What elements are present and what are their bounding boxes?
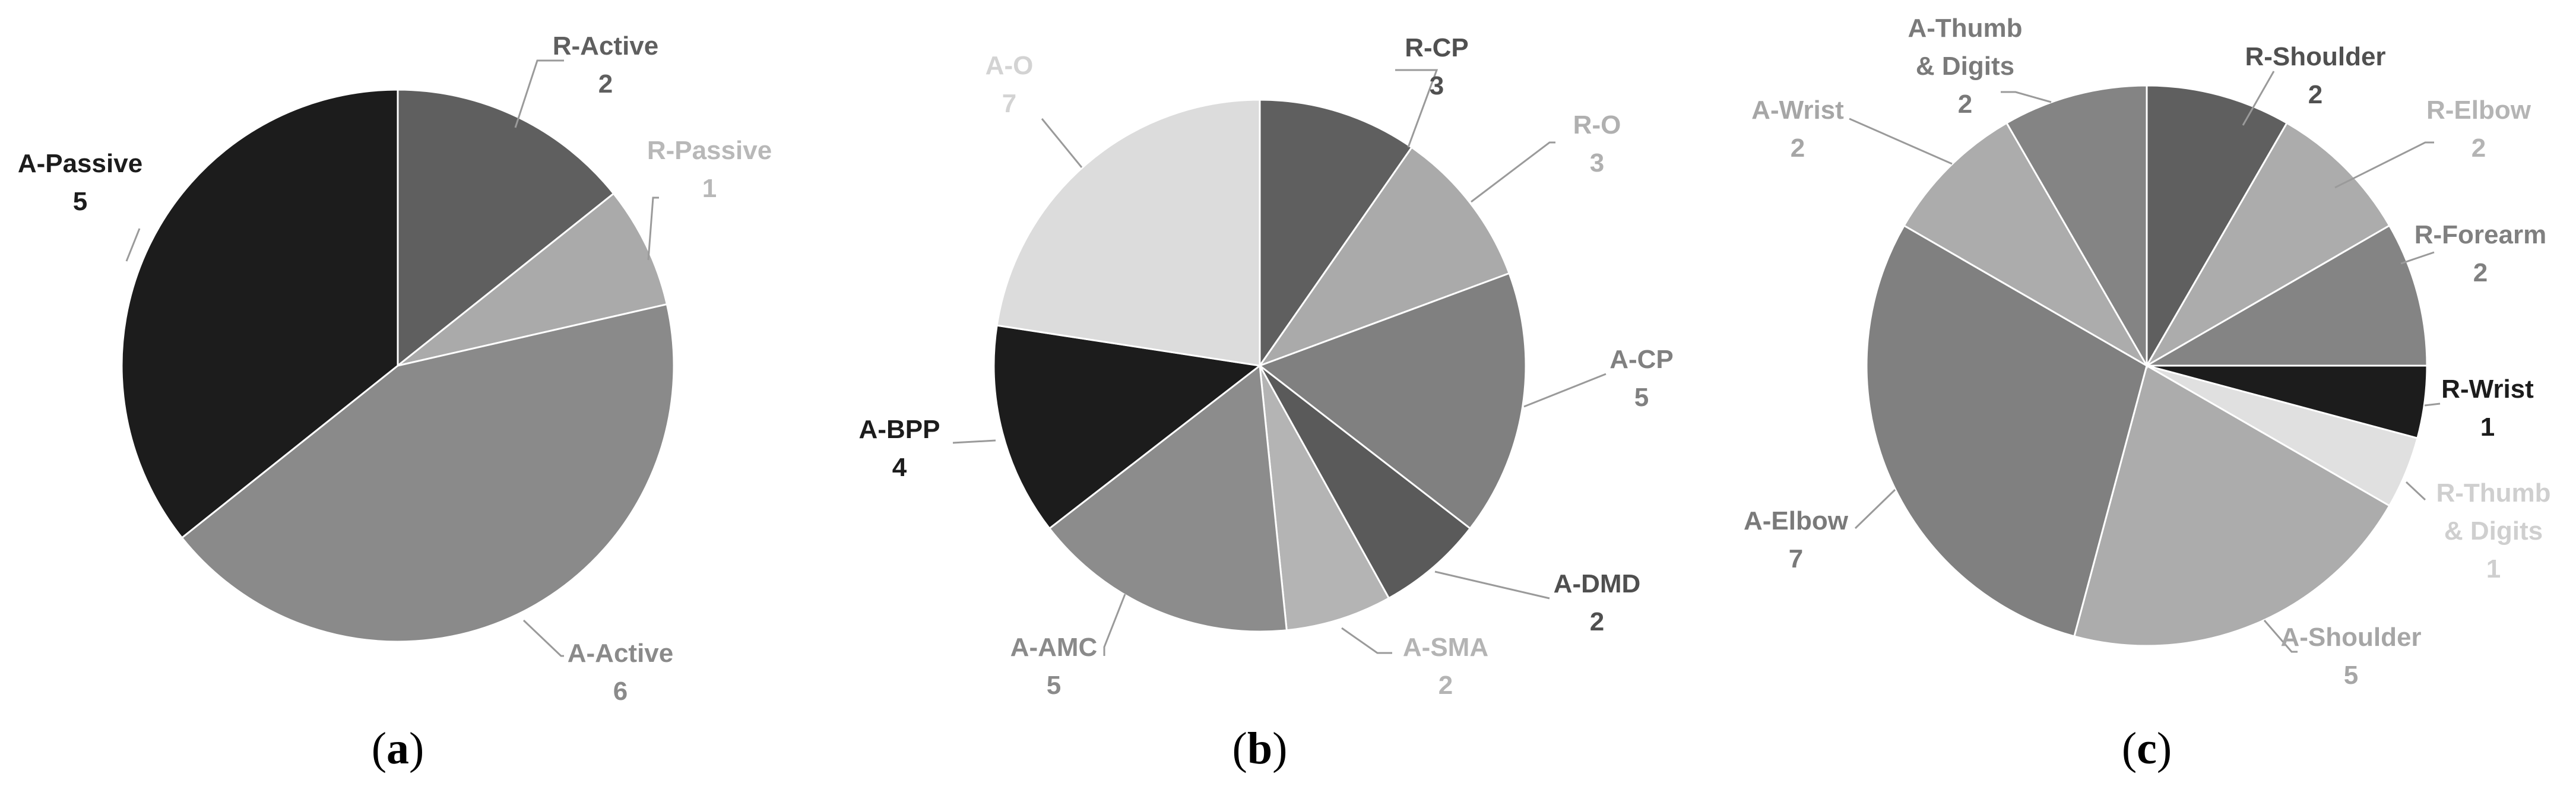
slice-value-a-wrist: 2 [1791,134,1805,163]
slice-label-a-sma: A-SMA [1403,633,1488,662]
pie-slice-a-bpp [993,324,1262,530]
pie-chart-b: R-CP 3 R-O 3 A-CP 5 A-DMD 2 A-SMA 2 A-AMC 5 A-BPP 4 A-… [859,33,1674,773]
slice-value-r-active: 2 [598,69,613,99]
leader-line-a-thumb-and-digits [2001,91,2052,103]
slice-value-a-dmd: 2 [1590,607,1604,636]
slice-value-a-thumb-and-digits: 2 [1958,90,1972,119]
leader-line-r-forearm [2400,251,2435,265]
leader-line-r-passive [647,196,659,261]
slice-label-r-forearm: R-Forearm [2415,220,2547,249]
pie-slice-a-wrist [1903,122,2150,369]
slice-label-a-passive: A-Passive [18,149,142,178]
slice-label-r-thumb-and-digits: & Digits [2444,516,2543,546]
pie-slice-a-dmd [1259,364,1472,600]
leader-line-r-cp [1395,69,1438,148]
pie-slice-a-passive [121,88,399,540]
pie-slice-r-o [1257,146,1511,368]
slice-label-a-bpp: A-BPP [859,415,940,444]
slice-value-a-passive: 5 [73,187,87,216]
leader-line-a-bpp [952,439,996,444]
slice-label-r-cp: R-CP [1405,33,1469,62]
leader-line-a-elbow [1854,489,1896,530]
pie-slice-a-elbow [1865,224,2148,638]
pie-slice-r-active [397,88,615,368]
slice-label-r-wrist: R-Wrist [2441,375,2534,404]
leader-line-a-cp [1523,373,1607,408]
slice-value-r-cp: 3 [1430,71,1444,100]
slice-value-a-bpp: 4 [892,453,907,482]
leader-line-a-shoulder [2263,620,2298,653]
panel-caption: (b) [1232,724,1288,773]
leader-line-a-passive [125,228,141,262]
leader-line-a-wrist [1849,118,1953,165]
leader-line-a-sma [1341,627,1392,654]
slice-label-a-amc: A-AMC [1010,633,1098,662]
slice-label-r-active: R-Active [553,31,659,61]
slice-label-a-o: A-O [986,51,1034,80]
pie-chart-a: R-Active 2 R-Passive 1 A-Active 6 A-Passive 5 (a… [18,31,772,773]
pie-slice-r-elbow [2144,122,2391,369]
slice-label-r-passive: R-Passive [647,136,772,165]
slice-value-r-forearm: 2 [2473,258,2488,287]
slice-label-r-thumb-and-digits: R-Thumb [2436,478,2550,508]
pie-slice-a-thumb-and-digits [2005,84,2148,369]
leader-line-a-o [1041,118,1083,168]
pie-slice-r-forearm [2143,224,2428,367]
slice-label-a-elbow: A-Elbow [1744,506,1849,535]
slice-value-r-passive: 1 [702,174,717,203]
panel-caption: (c) [2122,724,2172,773]
slice-value-r-shoulder: 2 [2308,80,2322,109]
slice-label-a-dmd: A-DMD [1554,569,1641,598]
slice-value-a-sma: 2 [1438,671,1453,700]
pie-chart-c: R-Shoulder 2 R-Elbow 2 R-Forearm 2 R-Wrist 1 R-T… [1744,14,2551,773]
pie-slice-a-amc [1048,364,1288,633]
slice-value-a-o: 7 [1002,89,1016,118]
pie-slice-a-shoulder [2073,364,2391,647]
slice-value-a-cp: 5 [1634,383,1649,412]
slice-value-a-active: 6 [613,677,628,706]
slice-label-a-cp: A-CP [1609,345,1674,374]
leader-line-r-active [514,59,564,128]
slice-value-r-wrist: 1 [2480,413,2495,442]
panel-caption: (a) [372,724,424,773]
pie-slice-r-cp [1259,99,1414,369]
slice-value-a-amc: 5 [1047,671,1061,700]
slice-value-r-thumb-and-digits: 1 [2486,554,2501,584]
leader-line-a-active [522,619,564,657]
slice-label-a-wrist: A-Wrist [1751,96,1844,125]
leader-line-r-wrist [2424,402,2441,407]
leader-line-a-dmd [1434,570,1550,600]
leader-line-r-shoulder [2242,71,2275,126]
pie-slice-a-o [996,99,1261,367]
pie-slice-a-sma [1259,365,1390,632]
slice-value-r-o: 3 [1590,148,1604,177]
leader-line-a-amc [1103,594,1126,656]
slice-label-a-thumb-and-digits: A-Thumb [1908,14,2022,43]
pie-slice-a-cp [1257,272,1527,530]
slice-label-r-o: R-O [1573,110,1621,139]
leader-line-r-elbow [2334,141,2434,189]
slice-value-r-elbow: 2 [2472,134,2486,163]
pie-slice-a-active [180,303,675,643]
slice-label-a-thumb-and-digits: & Digits [1916,52,2014,81]
leader-line-r-thumb-and-digits [2405,481,2426,501]
pie-slice-r-passive [397,192,668,367]
slice-value-a-elbow: 7 [1789,544,1803,573]
slice-value-a-shoulder: 5 [2344,661,2358,690]
slice-label-r-elbow: R-Elbow [2426,96,2531,125]
pie-slice-r-shoulder [2146,84,2289,369]
slice-label-r-shoulder: R-Shoulder [2245,42,2385,71]
slice-label-a-active: A-Active [568,639,674,668]
leader-line-r-o [1471,141,1555,203]
slice-label-a-shoulder: A-Shoulder [2280,623,2421,652]
